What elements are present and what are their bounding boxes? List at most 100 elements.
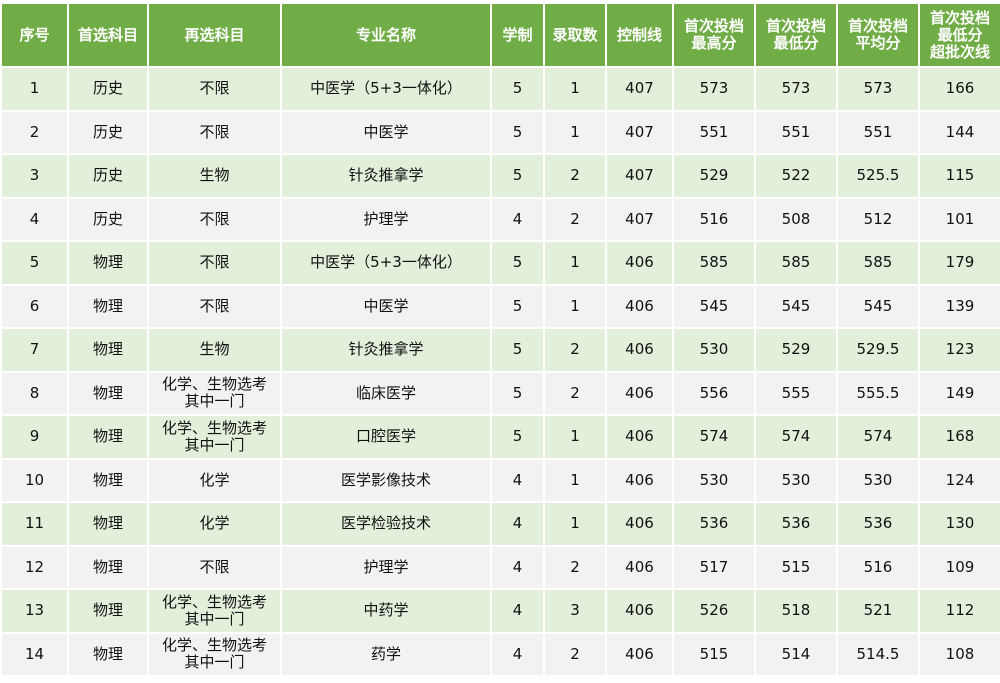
- cell-avg-score: 545: [836, 283, 920, 329]
- cell-major: 医学影像技术: [280, 457, 492, 503]
- cell-second-subject: 化学、生物选考 其中一门: [147, 588, 282, 634]
- cell-max-score: 529: [672, 153, 756, 199]
- cell-max-score: 530: [672, 457, 756, 503]
- cell-major: 针灸推拿学: [280, 327, 492, 373]
- cell-control-line: 406: [605, 240, 674, 286]
- cell-major: 护理学: [280, 544, 492, 590]
- cell-second-subject: 生物: [147, 327, 282, 373]
- cell-max-score: 585: [672, 240, 756, 286]
- table-row: 1 历史 不限 中医学（5+3一体化） 5 1 407 573 573 573 166: [0, 66, 1000, 112]
- table-row: 10 物理 化学 医学影像技术 4 1 406 530 530 530 124: [0, 457, 1000, 503]
- cell-control-line: 406: [605, 457, 674, 503]
- cell-first-subject: 物理: [67, 327, 149, 373]
- cell-first-subject: 历史: [67, 66, 149, 112]
- cell-avg-score: 514.5: [836, 631, 920, 677]
- cell-major: 中药学: [280, 588, 492, 634]
- cell-years: 5: [490, 153, 545, 199]
- cell-years: 4: [490, 631, 545, 677]
- cell-max-score: 530: [672, 327, 756, 373]
- cell-control-line: 406: [605, 370, 674, 416]
- table-row: 14 物理 化学、生物选考 其中一门 药学 4 2 406 515 514 514.5 108: [0, 631, 1000, 677]
- cell-control-line: 407: [605, 153, 674, 199]
- cell-admitted: 1: [543, 240, 607, 286]
- table-row: 13 物理 化学、生物选考 其中一门 中药学 4 3 406 526 518 521 112: [0, 588, 1000, 634]
- cell-admitted: 2: [543, 370, 607, 416]
- cell-control-line: 406: [605, 588, 674, 634]
- cell-years: 5: [490, 283, 545, 329]
- cell-admitted: 2: [543, 327, 607, 373]
- header-col-second-subject: 再选科目: [147, 2, 282, 68]
- cell-second-subject: 不限: [147, 66, 282, 112]
- cell-first-subject: 物理: [67, 283, 149, 329]
- cell-major: 中医学（5+3一体化）: [280, 240, 492, 286]
- cell-index: 14: [0, 631, 69, 677]
- cell-years: 4: [490, 457, 545, 503]
- cell-years: 5: [490, 66, 545, 112]
- cell-max-score: 516: [672, 196, 756, 242]
- cell-index: 6: [0, 283, 69, 329]
- cell-first-subject: 物理: [67, 588, 149, 634]
- header-col-index: 序号: [0, 2, 69, 68]
- cell-second-subject: 化学、生物选考 其中一门: [147, 631, 282, 677]
- cell-over-line: 109: [918, 544, 1000, 590]
- cell-max-score: 517: [672, 544, 756, 590]
- cell-control-line: 406: [605, 544, 674, 590]
- cell-avg-score: 516: [836, 544, 920, 590]
- header-col-avg-score: 首次投档 平均分: [836, 2, 920, 68]
- cell-min-score: 573: [754, 66, 838, 112]
- cell-control-line: 406: [605, 414, 674, 460]
- cell-max-score: 573: [672, 66, 756, 112]
- header-col-over-line: 首次投档 最低分 超批次线: [918, 2, 1000, 68]
- cell-admitted: 2: [543, 153, 607, 199]
- cell-control-line: 406: [605, 283, 674, 329]
- cell-second-subject: 不限: [147, 544, 282, 590]
- cell-avg-score: 574: [836, 414, 920, 460]
- cell-index: 4: [0, 196, 69, 242]
- cell-first-subject: 物理: [67, 544, 149, 590]
- cell-first-subject: 物理: [67, 370, 149, 416]
- table-row: 11 物理 化学 医学检验技术 4 1 406 536 536 536 130: [0, 501, 1000, 547]
- cell-admitted: 1: [543, 501, 607, 547]
- table-row: 8 物理 化学、生物选考 其中一门 临床医学 5 2 406 556 555 555.5 149: [0, 370, 1000, 416]
- cell-over-line: 108: [918, 631, 1000, 677]
- header-col-min-score: 首次投档 最低分: [754, 2, 838, 68]
- cell-second-subject: 化学、生物选考 其中一门: [147, 370, 282, 416]
- cell-years: 4: [490, 544, 545, 590]
- cell-second-subject: 不限: [147, 283, 282, 329]
- cell-admitted: 2: [543, 631, 607, 677]
- cell-years: 5: [490, 414, 545, 460]
- cell-second-subject: 化学、生物选考 其中一门: [147, 414, 282, 460]
- cell-index: 7: [0, 327, 69, 373]
- cell-min-score: 555: [754, 370, 838, 416]
- cell-over-line: 112: [918, 588, 1000, 634]
- cell-years: 4: [490, 588, 545, 634]
- cell-admitted: 1: [543, 414, 607, 460]
- cell-second-subject: 生物: [147, 153, 282, 199]
- table-row: 4 历史 不限 护理学 4 2 407 516 508 512 101: [0, 196, 1000, 242]
- cell-min-score: 530: [754, 457, 838, 503]
- cell-index: 5: [0, 240, 69, 286]
- cell-min-score: 518: [754, 588, 838, 634]
- cell-major: 医学检验技术: [280, 501, 492, 547]
- cell-over-line: 123: [918, 327, 1000, 373]
- cell-years: 4: [490, 196, 545, 242]
- cell-over-line: 115: [918, 153, 1000, 199]
- cell-admitted: 2: [543, 196, 607, 242]
- cell-max-score: 551: [672, 109, 756, 155]
- cell-first-subject: 历史: [67, 109, 149, 155]
- cell-index: 3: [0, 153, 69, 199]
- cell-control-line: 407: [605, 196, 674, 242]
- cell-years: 4: [490, 501, 545, 547]
- cell-avg-score: 551: [836, 109, 920, 155]
- cell-control-line: 406: [605, 327, 674, 373]
- cell-avg-score: 536: [836, 501, 920, 547]
- cell-first-subject: 物理: [67, 240, 149, 286]
- table-row: 3 历史 生物 针灸推拿学 5 2 407 529 522 525.5 115: [0, 153, 1000, 199]
- cell-major: 中医学: [280, 109, 492, 155]
- cell-avg-score: 530: [836, 457, 920, 503]
- table-row: 12 物理 不限 护理学 4 2 406 517 515 516 109: [0, 544, 1000, 590]
- cell-index: 13: [0, 588, 69, 634]
- table-row: 5 物理 不限 中医学（5+3一体化） 5 1 406 585 585 585 179: [0, 240, 1000, 286]
- cell-admitted: 2: [543, 544, 607, 590]
